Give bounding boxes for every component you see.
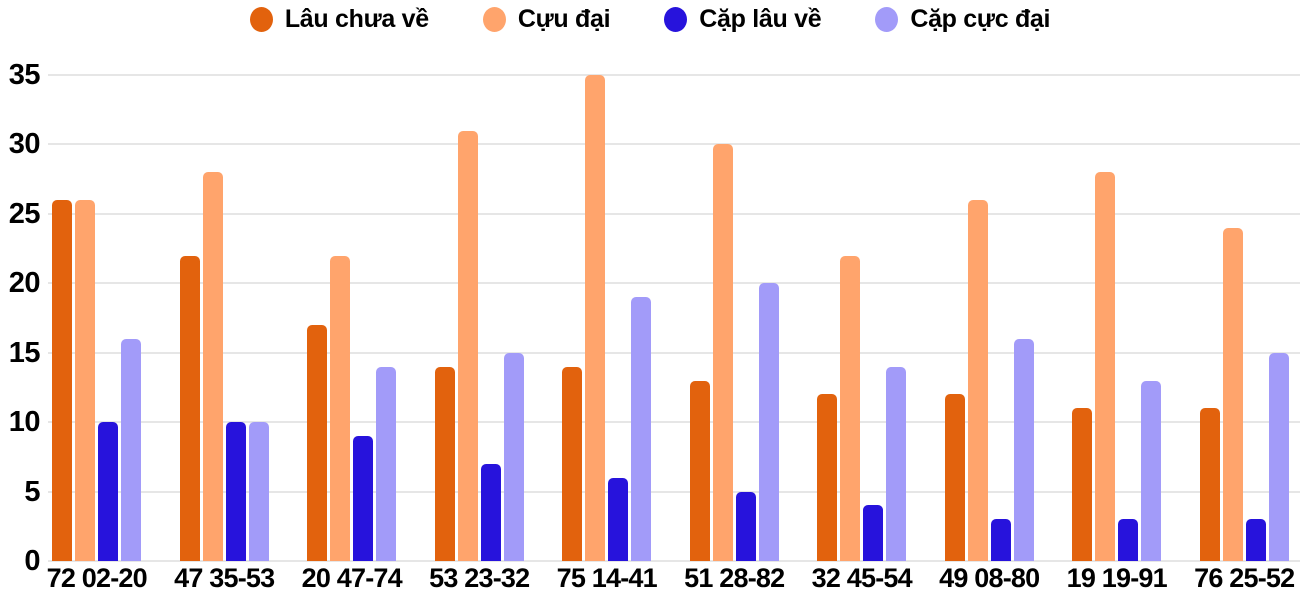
gridline-y-20 [48,282,1300,285]
bar-group-7 [926,75,1054,561]
gridline-y-15 [48,351,1300,354]
bar-group-1 [161,75,289,561]
gridline-y-5 [48,490,1300,493]
bar-group-9 [1181,75,1300,561]
bar-series-1-group-5[interactable] [712,144,733,561]
y-axis-labels: 0 5 10 15 20 25 30 35 [0,0,41,600]
legend-label: Cựu đại [517,5,611,33]
bar-series-2-group-0[interactable] [98,422,119,561]
bar-series-0-group-7[interactable] [944,394,965,561]
y-tick-label: 30 [8,128,41,161]
legend-color-dot-icon [249,7,273,32]
x-category-label: 20 47-74 [301,563,403,593]
bar-group-0 [33,75,161,561]
bar-series-3-group-4[interactable] [631,297,652,561]
x-category-label: 53 23-32 [429,563,530,593]
legend-color-dot-icon [875,7,899,32]
bar-series-1-group-2[interactable] [330,255,351,561]
bar-series-1-group-3[interactable] [457,130,478,561]
bar-series-0-group-1[interactable] [179,255,200,561]
x-category-label: 76 25-52 [1194,563,1295,593]
bar-series-2-group-3[interactable] [480,463,501,561]
bar-series-2-group-1[interactable] [225,422,246,561]
legend-item-series-3[interactable]: Cặp cực đại [875,5,1050,34]
bar-series-0-group-4[interactable] [562,366,583,561]
bar-series-3-group-5[interactable] [758,283,779,561]
legend-item-series-2[interactable]: Cặp lâu về [664,5,822,34]
bar-series-0-group-0[interactable] [52,199,73,561]
bar-series-3-group-2[interactable] [376,366,397,561]
bar-group-4 [543,75,671,561]
bar-series-2-group-6[interactable] [863,505,884,561]
bar-series-0-group-5[interactable] [689,380,710,561]
legend-color-dot-icon [482,7,506,32]
bar-series-2-group-2[interactable] [353,436,374,561]
bar-series-0-group-6[interactable] [817,394,838,561]
legend-label: Lâu chưa về [284,5,429,33]
gridline-y-0 [48,560,1300,562]
legend-label: Cặp lâu về [699,5,822,33]
bar-series-0-group-8[interactable] [1072,408,1093,561]
bar-series-3-group-3[interactable] [503,352,524,561]
y-tick-label: 5 [24,475,40,508]
x-category-label: 47 35-53 [174,563,275,593]
bar-series-0-group-2[interactable] [307,324,328,561]
gridline-y-25 [48,212,1300,215]
x-category-label: 32 45-54 [811,563,913,593]
gridline-y-35 [48,74,1300,76]
gridline-y-30 [48,143,1300,146]
bar-series-0-group-9[interactable] [1199,408,1220,561]
bar-series-1-group-4[interactable] [585,75,606,561]
y-tick-label: 15 [8,336,41,369]
bar-series-3-group-7[interactable] [1013,338,1034,561]
x-axis-labels: 72 02-20 47 35-53 20 47-74 53 23-32 75 14-41… [33,563,1300,594]
x-category-label: 49 08-80 [939,563,1040,593]
y-tick-label: 10 [8,406,41,439]
bar-group-2 [288,75,416,561]
bar-series-3-group-6[interactable] [886,366,907,561]
gridline-layer [48,74,1300,562]
y-tick-label: 20 [8,267,41,300]
bar-series-1-group-6[interactable] [840,255,861,561]
bar-group-3 [416,75,544,561]
bar-series-3-group-1[interactable] [248,422,269,561]
chart-legend: Lâu chưa về Cựu đại Cặp lâu về Cặp cực đại [0,5,1300,34]
bar-group-6 [798,75,926,561]
bar-series-3-group-8[interactable] [1141,380,1162,561]
bar-series-1-group-8[interactable] [1095,172,1116,561]
legend-item-series-1[interactable]: Cựu đại [482,5,611,34]
legend-item-series-0[interactable]: Lâu chưa về [249,5,429,34]
bar-series-2-group-8[interactable] [1118,519,1139,561]
legend-color-dot-icon [664,7,688,32]
bar-chart-plot-area [33,75,1300,561]
y-tick-label: 0 [24,545,40,577]
bar-series-0-group-3[interactable] [434,366,455,561]
bar-series-2-group-5[interactable] [735,491,756,561]
bar-series-1-group-7[interactable] [967,199,988,561]
legend-label: Cặp cực đại [910,5,1051,33]
bar-series-2-group-9[interactable] [1245,519,1266,561]
bar-series-1-group-9[interactable] [1222,227,1243,561]
bar-series-1-group-0[interactable] [75,199,96,561]
y-tick-label: 35 [8,59,41,91]
bar-series-2-group-4[interactable] [608,477,629,561]
x-category-label: 72 02-20 [46,563,148,593]
bar-series-3-group-9[interactable] [1268,352,1289,561]
bar-group-8 [1053,75,1181,561]
bar-series-2-group-7[interactable] [990,519,1011,561]
bar-group-5 [671,75,799,561]
bar-series-1-group-1[interactable] [202,172,223,561]
gridline-y-10 [48,421,1300,424]
y-tick-label: 25 [8,197,41,230]
x-category-label: 19 19-91 [1066,563,1168,593]
x-category-label: 51 28-82 [684,563,785,593]
bar-series-3-group-0[interactable] [121,338,142,561]
x-category-label: 75 14-41 [556,563,658,593]
